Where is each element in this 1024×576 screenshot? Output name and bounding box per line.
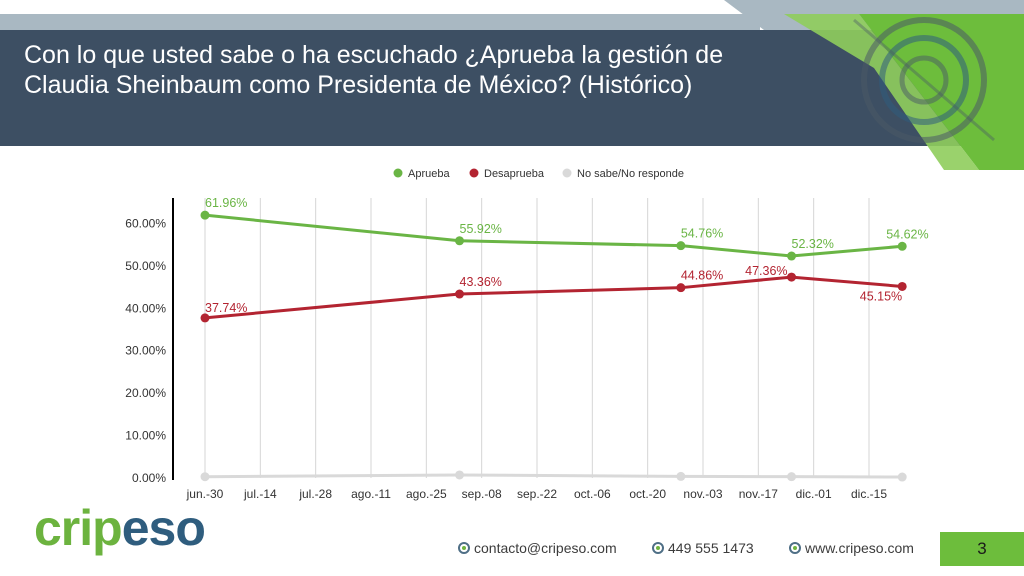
email-text: contacto@cripeso.com [474, 540, 617, 556]
x-tick-label: ago.-11 [351, 487, 391, 501]
data-label: 55.92% [460, 222, 502, 236]
data-label: 47.36% [745, 264, 787, 278]
data-label: 44.86% [681, 269, 723, 283]
x-tick-label: oct.-06 [574, 487, 611, 501]
legend-label: No sabe/No responde [577, 168, 684, 180]
y-tick-label: 30.00% [125, 344, 166, 358]
x-tick-label: sep.-08 [462, 487, 502, 501]
data-label: 54.62% [886, 227, 928, 241]
data-label: 45.15% [860, 289, 902, 303]
data-label: 52.32% [792, 237, 834, 251]
data-point [897, 281, 907, 291]
x-tick-label: dic.-01 [796, 487, 832, 501]
y-tick-label: 20.00% [125, 386, 166, 400]
y-tick-label: 0.00% [132, 471, 166, 485]
x-tick-label: nov.-17 [739, 487, 778, 501]
web-icon [789, 542, 801, 554]
legend-marker [393, 168, 403, 178]
legend-label: Desaprueba [484, 168, 545, 180]
data-point [787, 251, 797, 261]
legend-marker [469, 168, 479, 178]
data-point [676, 241, 686, 251]
data-point [676, 283, 686, 293]
x-tick-label: nov.-03 [683, 487, 722, 501]
data-point [455, 289, 465, 299]
legend-marker [562, 168, 572, 178]
data-point [787, 272, 797, 282]
target-emblem-icon [861, 17, 987, 143]
corner-decoration [724, 0, 1024, 170]
data-label: 61.96% [205, 196, 247, 210]
data-point [200, 210, 210, 220]
x-tick-label: sep.-22 [517, 487, 557, 501]
x-tick-label: dic.-15 [851, 487, 887, 501]
y-tick-label: 40.00% [125, 301, 166, 315]
data-point [455, 470, 465, 480]
data-label: 54.76% [681, 227, 723, 241]
slide-title: Con lo que usted sabe o ha escuchado ¿Ap… [24, 41, 724, 99]
data-point [200, 472, 210, 482]
y-tick-label: 10.00% [125, 429, 166, 443]
data-point [897, 241, 907, 251]
x-tick-label: jul.-14 [243, 487, 277, 501]
y-tick-label: 60.00% [125, 216, 166, 230]
data-label: 37.74% [205, 301, 247, 315]
phone-text: 449 555 1473 [668, 540, 754, 556]
data-point [787, 472, 797, 482]
phone-icon [652, 542, 664, 554]
series-line [204, 275, 903, 320]
email-icon [458, 542, 470, 554]
header-gray-band [0, 14, 760, 30]
page-number: 3 [940, 532, 1024, 566]
web-text: www.cripeso.com [805, 540, 914, 556]
series-line [204, 473, 903, 479]
cripeso-logo: cripeso [34, 500, 206, 556]
phone-contact[interactable]: 449 555 1473 [652, 540, 754, 556]
web-contact[interactable]: www.cripeso.com [789, 540, 914, 556]
x-tick-label: jul.-28 [298, 487, 332, 501]
data-point [897, 472, 907, 482]
data-point [676, 471, 686, 481]
data-label: 43.36% [460, 275, 502, 289]
y-tick-label: 50.00% [125, 259, 166, 273]
data-point [455, 236, 465, 246]
data-point [200, 313, 210, 323]
legend-label: Aprueba [408, 168, 450, 180]
x-tick-label: oct.-20 [629, 487, 666, 501]
x-tick-label: jun.-30 [186, 487, 224, 501]
x-tick-label: ago.-25 [406, 487, 447, 501]
email-contact[interactable]: contacto@cripeso.com [458, 540, 617, 556]
